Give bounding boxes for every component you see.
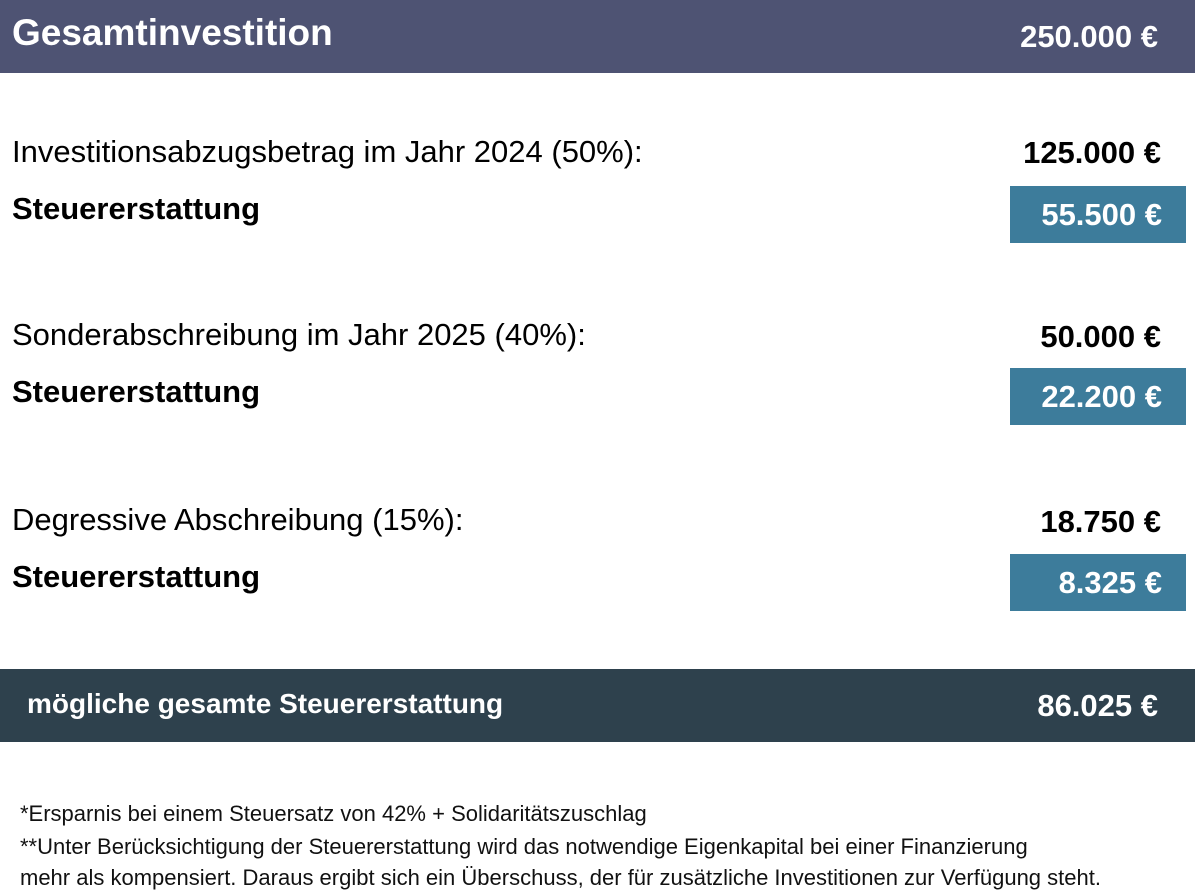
footnote-2: **Unter Berücksichtigung der Steuerersta… — [20, 834, 1028, 859]
section-3-refund-label: Steuererstattung — [12, 559, 261, 594]
section-3-amount: 18.750 € — [1040, 504, 1161, 539]
section-3-refund-value: 8.325 € — [1010, 554, 1186, 611]
section-1-refund-value: 55.500 € — [1010, 186, 1186, 243]
section-3-label: Degressive Abschreibung (15%): — [12, 502, 464, 537]
header-title: Gesamtinvestition — [12, 12, 333, 53]
total-value: 86.025 € — [1037, 688, 1158, 723]
total-label: mögliche gesamte Steuererstattung — [27, 688, 504, 719]
footnote-1: *Ersparnis bei einem Steuersatz von 42% … — [20, 801, 647, 826]
section-2-refund-value: 22.200 € — [1010, 368, 1186, 425]
total-bar: mögliche gesamte Steuererstattung 86.025… — [0, 669, 1195, 742]
section-2-label: Sonderabschreibung im Jahr 2025 (40%): — [12, 317, 586, 352]
section-2-refund-label: Steuererstattung — [12, 374, 261, 409]
section-1-refund-label: Steuererstattung — [12, 191, 261, 226]
footnote-3: mehr als kompensiert. Daraus ergibt sich… — [20, 865, 1101, 890]
header-total-investment: 250.000 € — [1020, 19, 1158, 54]
section-2-amount: 50.000 € — [1040, 319, 1161, 354]
header-bar: Gesamtinvestition 250.000 € — [0, 0, 1195, 73]
section-1-amount: 125.000 € — [1023, 135, 1161, 170]
section-1-label: Investitionsabzugsbetrag im Jahr 2024 (5… — [12, 134, 643, 169]
